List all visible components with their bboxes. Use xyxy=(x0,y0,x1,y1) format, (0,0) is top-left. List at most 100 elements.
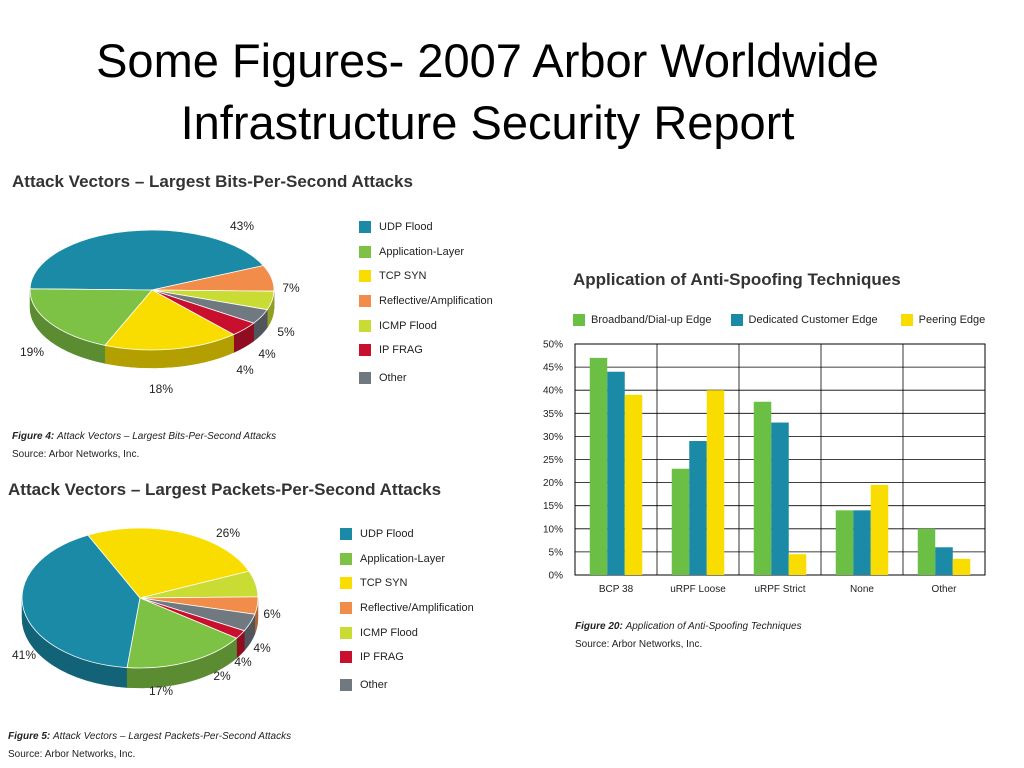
bar xyxy=(952,558,971,575)
legend-swatch xyxy=(359,295,371,308)
legend-item: Dedicated Customer Edge xyxy=(730,313,878,329)
x-tick-label: Other xyxy=(931,584,957,595)
legend-swatch xyxy=(900,314,913,326)
y-tick-label: 0% xyxy=(549,571,564,582)
bps-chart-title: Attack Vectors – Largest Bits-Per-Second… xyxy=(12,172,413,191)
legend-label: ICMP Flood xyxy=(379,319,437,332)
legend-label: Reflective/Amplification xyxy=(379,295,493,308)
spoofing-legend: Broadband/Dial-up Edge Dedicated Custome… xyxy=(573,313,1001,329)
bar xyxy=(835,510,854,575)
pps-legend: UDP Flood Application-Layer TCP SYN Refl… xyxy=(340,527,474,703)
legend-item: Other xyxy=(359,371,493,396)
legend-item: TCP SYN xyxy=(340,576,474,601)
pie-group: 43%7%5%4%4%18%19% xyxy=(20,219,300,396)
x-tick-label: uRPF Loose xyxy=(670,584,726,595)
y-tick-label: 50% xyxy=(543,340,563,351)
legend-swatch xyxy=(359,221,371,233)
legend-label: Application-Layer xyxy=(379,245,464,258)
y-tick-label: 10% xyxy=(543,524,563,535)
y-tick-label: 40% xyxy=(543,386,563,397)
legend-label: Dedicated Customer Edge xyxy=(748,314,878,326)
legend-label: TCP SYN xyxy=(379,270,427,283)
legend-item: Application-Layer xyxy=(340,552,474,577)
legend-item: Application-Layer xyxy=(359,245,493,270)
pie-data-label: 4% xyxy=(258,347,276,361)
legend-label: Application-Layer xyxy=(360,552,445,565)
bar xyxy=(917,528,936,575)
legend-label: UDP Flood xyxy=(379,221,433,233)
legend-label: IP FRAG xyxy=(360,651,404,664)
pie-slice-tcp-syn xyxy=(87,527,250,599)
pie-slice-tcp-syn xyxy=(104,289,235,351)
bar xyxy=(753,401,772,575)
figure-source: Source: Arbor Networks, Inc. xyxy=(12,449,140,460)
legend-label: UDP Flood xyxy=(360,528,414,540)
y-tick-label: 5% xyxy=(549,547,564,558)
bar xyxy=(607,371,625,575)
figure-number: Figure 20: xyxy=(575,621,623,632)
legend-item: TCP SYN xyxy=(359,269,493,294)
legend-swatch xyxy=(340,679,352,692)
figure-number: Figure 5: xyxy=(8,731,51,742)
y-tick-label: 35% xyxy=(543,409,563,420)
figure-caption: Application of Anti-Spoofing Techniques xyxy=(625,621,802,632)
figure-caption: Attack Vectors – Largest Packets-Per-Sec… xyxy=(53,731,292,742)
x-tick-label: None xyxy=(850,584,874,595)
bar xyxy=(853,510,871,575)
pie-data-label: 17% xyxy=(149,684,173,698)
legend-item: UDP Flood xyxy=(340,527,474,552)
y-tick-label: 15% xyxy=(543,501,563,512)
legend-swatch xyxy=(359,245,371,258)
bar xyxy=(706,390,725,575)
bps-legend: UDP Flood Application-Layer TCP SYN Refl… xyxy=(359,220,493,396)
bar xyxy=(624,394,643,575)
y-tick-label: 25% xyxy=(543,455,563,466)
legend-swatch xyxy=(340,602,352,615)
pie-data-label: 4% xyxy=(253,641,271,655)
legend-label: Reflective/Amplification xyxy=(360,602,474,615)
pie-data-label: 7% xyxy=(282,281,300,295)
legend-swatch xyxy=(340,626,352,639)
legend-swatch xyxy=(359,319,371,332)
legend-swatch xyxy=(359,344,371,357)
legend-swatch xyxy=(340,577,352,590)
legend-swatch xyxy=(340,552,352,565)
legend-label: Other xyxy=(360,679,388,692)
figure-source: Source: Arbor Networks, Inc. xyxy=(8,749,136,760)
pie-data-label: 2% xyxy=(213,669,231,683)
bar xyxy=(788,554,807,575)
bar xyxy=(689,441,707,575)
legend-label: IP FRAG xyxy=(379,344,423,357)
legend-item: Reflective/Amplification xyxy=(359,294,493,319)
legend-swatch xyxy=(730,314,743,326)
pie-slice-application-layer xyxy=(29,288,153,346)
y-tick-label: 20% xyxy=(543,478,563,489)
pie-data-label: 18% xyxy=(149,382,173,396)
legend-swatch xyxy=(359,372,371,385)
pie-data-label: 5% xyxy=(277,325,295,339)
legend-label: Other xyxy=(379,372,407,385)
x-tick-label: BCP 38 xyxy=(599,584,634,595)
figure-caption: Attack Vectors – Largest Bits-Per-Second… xyxy=(57,431,277,442)
legend-item: Other xyxy=(340,678,474,703)
title-line-1: Some Figures- 2007 Arbor Worldwide xyxy=(96,34,879,87)
spoofing-caption: Figure 20: Application of Anti-Spoofing … xyxy=(575,618,802,654)
legend-item: IP FRAG xyxy=(340,650,474,675)
pie-data-label: 4% xyxy=(234,655,252,669)
legend-item: ICMP Flood xyxy=(340,626,474,651)
legend-label: ICMP Flood xyxy=(360,626,418,639)
figure-number: Figure 4: xyxy=(12,431,55,442)
pie-group: 41%26%6%4%4%2%17% xyxy=(12,526,281,698)
legend-swatch xyxy=(573,314,585,326)
x-tick-label: uRPF Strict xyxy=(754,584,805,595)
pie-data-label: 4% xyxy=(236,363,254,377)
legend-item: IP FRAG xyxy=(359,343,493,368)
legend-label: TCP SYN xyxy=(360,577,408,590)
legend-item: Broadband/Dial-up Edge xyxy=(573,313,711,329)
y-tick-label: 45% xyxy=(543,363,563,374)
bar xyxy=(589,357,608,575)
legend-item: ICMP Flood xyxy=(359,319,493,344)
figure-source: Source: Arbor Networks, Inc. xyxy=(575,639,703,650)
bar xyxy=(935,547,953,575)
